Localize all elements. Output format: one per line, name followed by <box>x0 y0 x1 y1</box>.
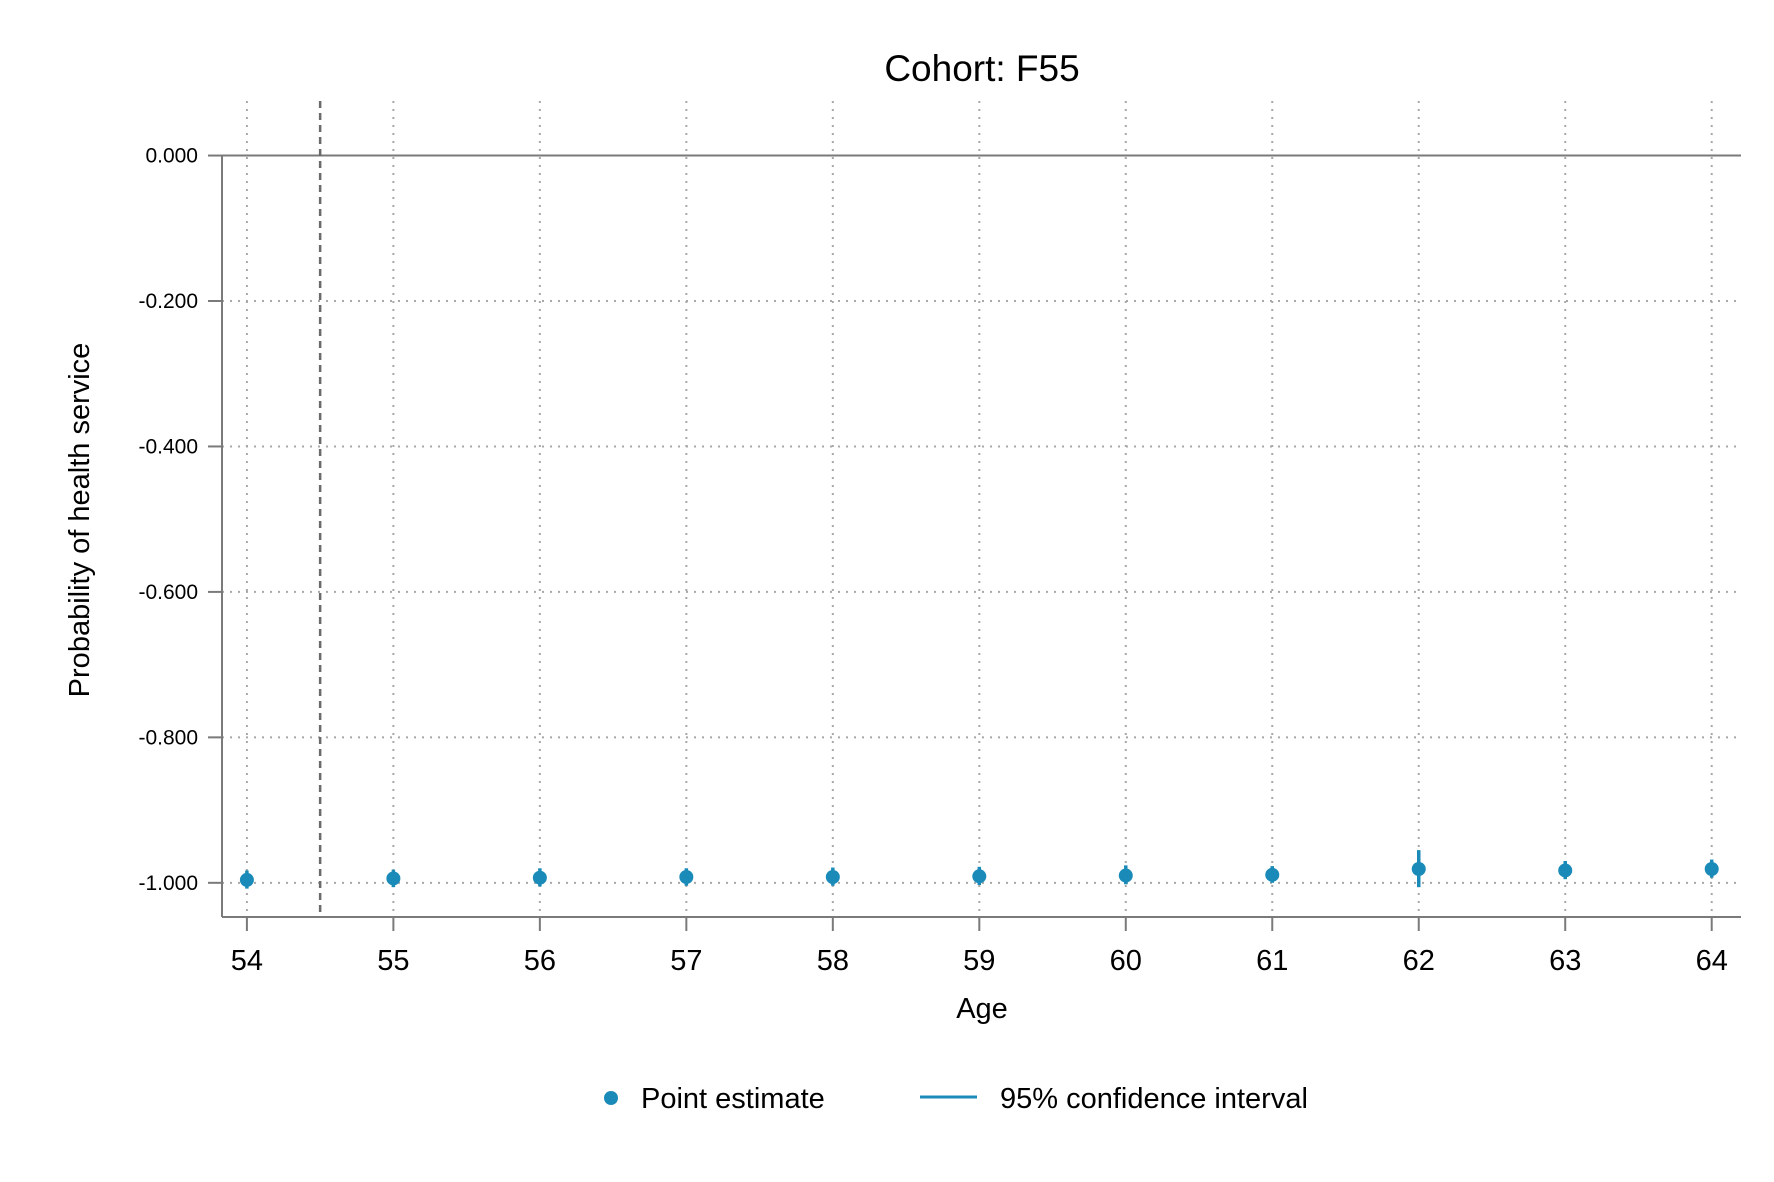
point-estimate-2 <box>532 870 547 885</box>
x-tick-label-9: 63 <box>1549 945 1581 977</box>
legend: Point estimate 95% confidence interval <box>604 1083 1308 1115</box>
point-estimate-10 <box>1704 862 1719 876</box>
y-tick-label-4: -0.800 <box>138 726 198 749</box>
x-tick-label-7: 61 <box>1256 945 1288 977</box>
x-tick-label-8: 62 <box>1403 945 1435 977</box>
reference-lines <box>222 101 1741 917</box>
point-estimates <box>239 862 1719 887</box>
legend-point-label: Point estimate <box>641 1083 825 1115</box>
x-tick-label-0: 54 <box>231 945 263 977</box>
point-estimate-6 <box>1118 868 1133 883</box>
x-tick-label-10: 64 <box>1696 945 1728 977</box>
x-tick-label-2: 56 <box>524 945 556 977</box>
point-estimate-9 <box>1558 863 1573 878</box>
chart-title: Cohort: F55 <box>884 48 1079 89</box>
point-estimate-4 <box>825 870 840 884</box>
y-tick-label-3: -0.600 <box>138 581 198 604</box>
y-tick-label-5: -1.000 <box>138 872 198 895</box>
axes <box>208 154 1741 931</box>
x-tick-label-3: 57 <box>670 945 702 977</box>
point-estimate-3 <box>679 870 694 884</box>
y-tick-label-2: -0.400 <box>138 435 198 458</box>
x-tick-label-5: 59 <box>963 945 995 977</box>
point-estimate-0 <box>239 872 254 887</box>
point-estimate-8 <box>1411 862 1426 876</box>
legend-ci-label: 95% confidence interval <box>1000 1083 1308 1115</box>
x-tick-label-4: 58 <box>817 945 849 977</box>
point-estimate-5 <box>972 869 987 884</box>
legend-point-marker <box>604 1091 618 1105</box>
point-estimate-1 <box>386 871 401 886</box>
y-tick-label-0: 0.000 <box>145 145 198 168</box>
x-tick-label-1: 55 <box>377 945 409 977</box>
y-axis-title: Probability of health service <box>64 343 96 698</box>
x-axis-title: Age <box>956 993 1008 1025</box>
y-tick-label-1: -0.200 <box>138 290 198 313</box>
point-estimate-7 <box>1265 867 1280 882</box>
grid-layer <box>222 101 1741 917</box>
tick-labels: 0.000 -0.200 -0.400 -0.600 -0.800 -1.000 54 55 5… <box>138 145 1727 977</box>
x-tick-label-6: 60 <box>1110 945 1142 977</box>
